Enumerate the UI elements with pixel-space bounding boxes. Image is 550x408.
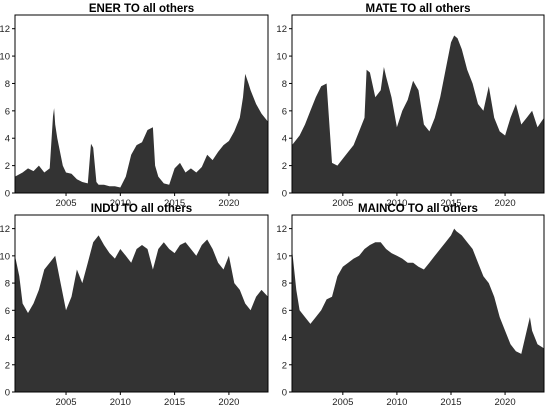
y-tick-label: 4 bbox=[282, 134, 287, 145]
y-tick-label: 12 bbox=[276, 224, 287, 235]
y-tick-label: 2 bbox=[282, 161, 287, 172]
y-tick-label: 4 bbox=[5, 134, 10, 145]
y-tick-label: 6 bbox=[282, 106, 287, 117]
plot-frame bbox=[14, 214, 269, 393]
x-tick-label: 2015 bbox=[164, 397, 185, 408]
plot-frame bbox=[291, 214, 545, 393]
y-tick-label: 8 bbox=[282, 79, 287, 90]
x-tick-label: 2015 bbox=[440, 397, 461, 408]
y-tick-label: 8 bbox=[282, 279, 287, 290]
x-tick-label: 2020 bbox=[494, 397, 515, 408]
y-tick-label: 2 bbox=[5, 360, 10, 371]
y-tick-label: 10 bbox=[0, 52, 10, 63]
panel-ener: ENER TO all others 0 2 4 6 8 10 12 2005 2010 2015… bbox=[0, 3, 269, 209]
panel-title: INDU TO all others bbox=[91, 203, 192, 215]
y-tick-label: 10 bbox=[276, 52, 287, 63]
y-tick-label: 8 bbox=[5, 79, 10, 90]
panel-title: MAINCO TO all others bbox=[358, 203, 478, 215]
x-tick-label: 2015 bbox=[164, 198, 185, 209]
y-tick-label: 12 bbox=[0, 224, 10, 235]
x-tick-label: 2010 bbox=[386, 397, 407, 408]
plot-frame bbox=[14, 14, 269, 194]
x-tick-label: 2015 bbox=[440, 198, 461, 209]
y-tick-label: 2 bbox=[5, 161, 10, 172]
y-tick-label: 10 bbox=[0, 251, 10, 262]
y-tick-label: 12 bbox=[0, 24, 10, 35]
area-series bbox=[292, 35, 544, 193]
y-tick-label: 2 bbox=[282, 360, 287, 371]
panel-mate: MATE TO all others 0 2 4 6 8 10 12 2005 2010 2015… bbox=[276, 3, 545, 209]
area-series bbox=[15, 235, 268, 392]
panel-mainco: MAINCO TO all others 0 2 4 6 8 10 12 2005 2010 20… bbox=[276, 203, 545, 408]
y-tick-label: 0 bbox=[5, 388, 10, 399]
y-tick-label: 4 bbox=[5, 333, 10, 344]
panel-title: MATE TO all others bbox=[365, 3, 470, 15]
y-tick-label: 4 bbox=[282, 333, 287, 344]
x-tick-label: 2020 bbox=[218, 198, 239, 209]
panel-title: ENER TO all others bbox=[89, 3, 194, 15]
area-series bbox=[15, 73, 268, 193]
x-tick-label: 2005 bbox=[332, 198, 353, 209]
x-tick-label: 2005 bbox=[332, 397, 353, 408]
plot-frame bbox=[291, 14, 545, 194]
x-tick-label: 2010 bbox=[110, 198, 131, 209]
x-tick-label: 2005 bbox=[55, 198, 76, 209]
x-tick-label: 2020 bbox=[218, 397, 239, 408]
x-tick-label: 2010 bbox=[110, 397, 131, 408]
x-tick-label: 2005 bbox=[55, 397, 76, 408]
x-tick-label: 2020 bbox=[494, 198, 515, 209]
y-tick-label: 12 bbox=[276, 24, 287, 35]
area-series bbox=[292, 228, 544, 392]
y-tick-label: 6 bbox=[282, 306, 287, 317]
y-tick-label: 0 bbox=[282, 189, 287, 200]
y-tick-label: 0 bbox=[282, 388, 287, 399]
y-tick-label: 6 bbox=[5, 306, 10, 317]
y-tick-label: 8 bbox=[5, 279, 10, 290]
y-tick-label: 0 bbox=[5, 189, 10, 200]
y-tick-label: 6 bbox=[5, 106, 10, 117]
y-tick-label: 10 bbox=[276, 251, 287, 262]
x-tick-label: 2010 bbox=[386, 198, 407, 209]
panel-indu: INDU TO all others 0 2 4 6 8 10 12 2005 2010 2015… bbox=[0, 203, 269, 408]
